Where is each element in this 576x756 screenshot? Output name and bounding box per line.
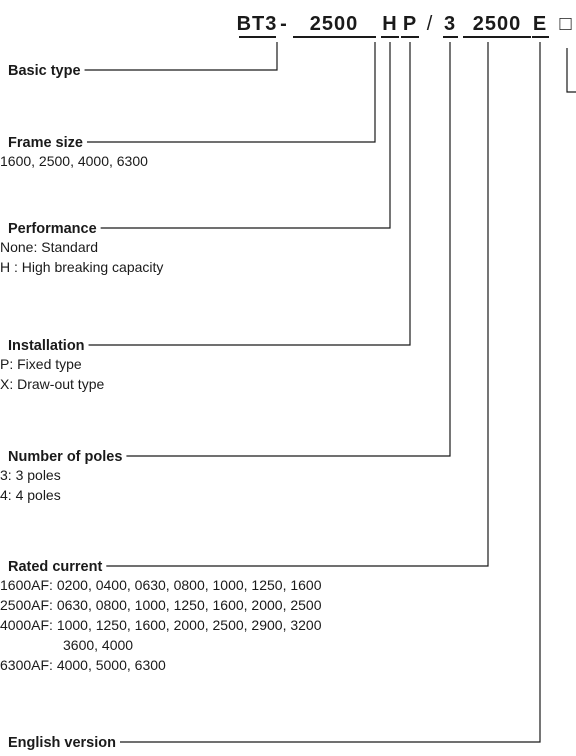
section-line: 3600, 4000 [63,637,133,653]
code-part: E [533,13,547,35]
section-line: 1600, 2500, 4000, 6300 [0,153,148,169]
connector [100,42,391,229]
section-line: 4: 4 poles [0,487,61,503]
code-part: - [280,13,288,35]
section-line: X: Draw-out type [0,376,104,392]
code-part: H [382,13,397,35]
section-line: P: Fixed type [0,356,82,372]
section-line: 1600AF: 0200, 0400, 0630, 0800, 1000, 12… [0,577,322,593]
section-line: 6300AF: 4000, 5000, 6300 [0,657,166,673]
section-line: 4000AF: 1000, 1250, 1600, 2000, 2500, 29… [0,617,322,633]
code-part: 2500 [310,13,359,35]
section-title: Rated current [8,559,102,575]
code-part: 3 [444,13,456,35]
code-part: BT3 [237,13,278,35]
section-title: Frame size [8,135,83,151]
code-part: P [403,13,417,35]
section-line: None: Standard [0,239,98,255]
connector [106,42,489,567]
connector [126,42,451,457]
connector [88,42,411,346]
code-part: 2500 [473,13,522,35]
connector [86,42,376,143]
section-title: Performance [8,221,97,237]
section-title: Basic type [8,63,81,79]
connector [566,48,576,93]
code-part: / [427,13,434,35]
section-title: Installation [8,338,85,354]
section-line: H : High breaking capacity [0,259,163,275]
section-title: English version [8,735,116,751]
section-line: 2500AF: 0630, 0800, 1000, 1250, 1600, 20… [0,597,322,613]
section-title: Number of poles [8,449,122,465]
code-part: □ [559,13,572,35]
connector [119,42,541,743]
code: BT3 - 2500 H P / 3 2500 E □ [237,13,576,93]
connector [84,42,278,71]
section-line: 3: 3 poles [0,467,61,483]
